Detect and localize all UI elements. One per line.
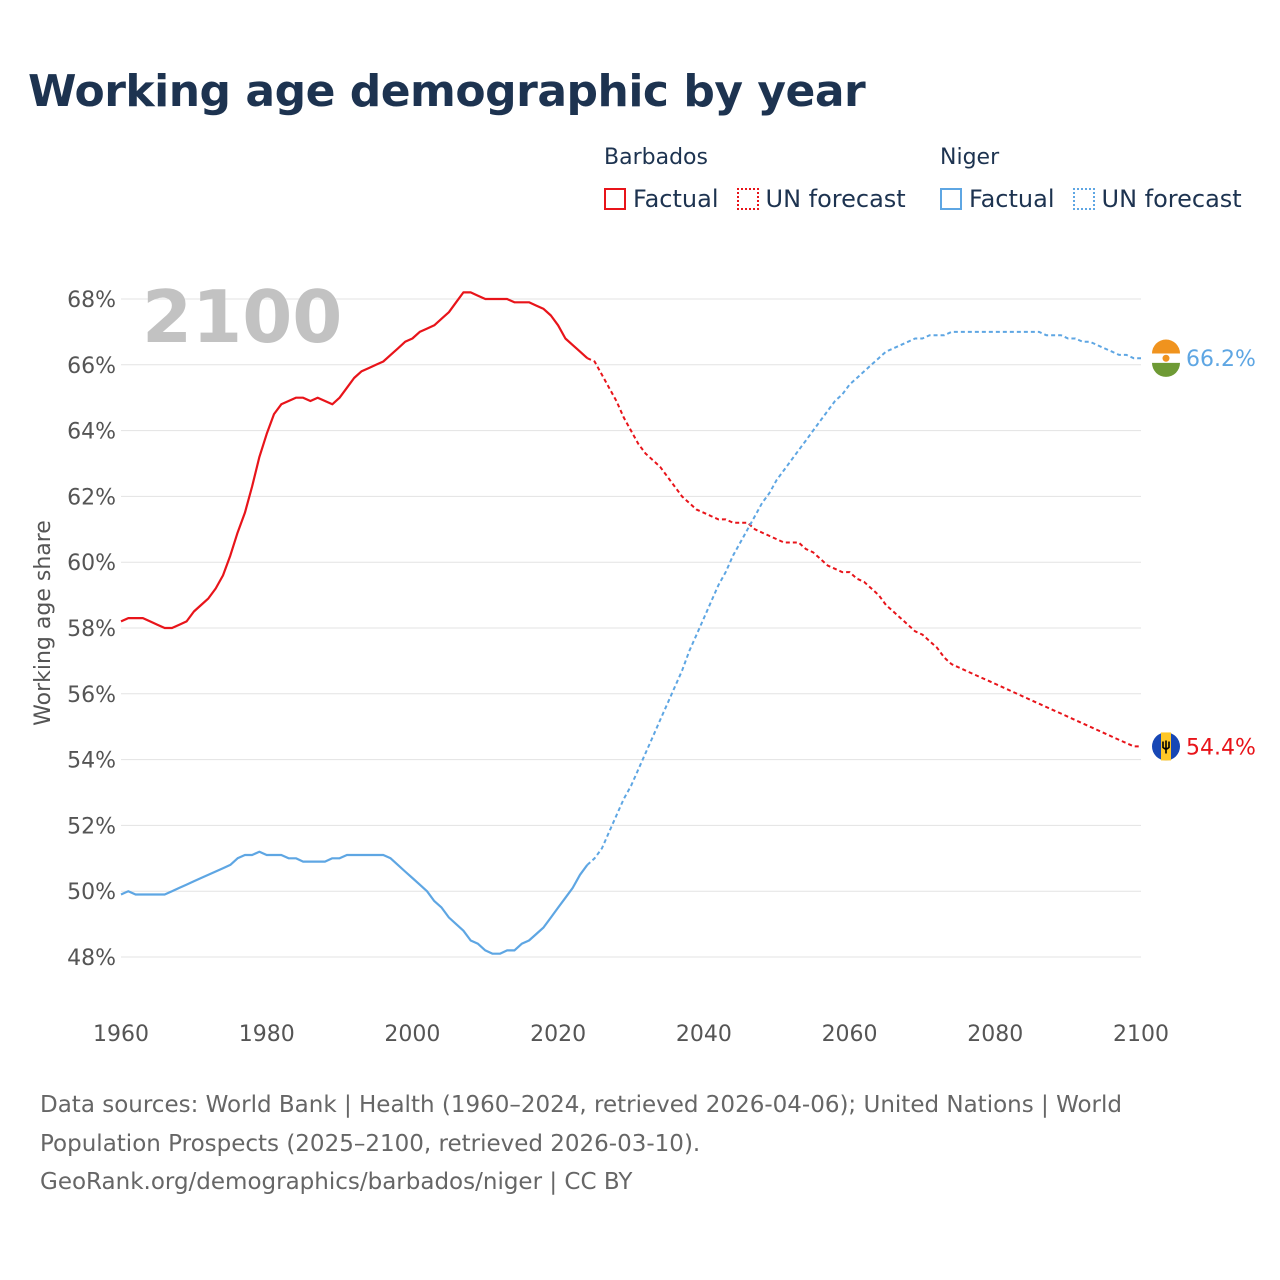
niger-factual-line xyxy=(120,850,589,955)
niger-end-label: 66.2% xyxy=(1186,347,1256,372)
end-markers: 54.4% 66.2% xyxy=(1152,339,1256,761)
y-tick-label: 52% xyxy=(67,814,116,839)
footer: Data sources: World Bank | Health (1960–… xyxy=(40,1086,1240,1202)
y-tick-label: 54% xyxy=(67,749,116,774)
barbados-factual-line xyxy=(120,291,589,630)
x-tick-label: 2040 xyxy=(676,1022,732,1047)
year-stamp: 2100 xyxy=(142,275,342,359)
legend-label: Factual xyxy=(969,185,1055,213)
x-tick-label: 2060 xyxy=(822,1022,878,1047)
legend-niger-factual[interactable]: Factual xyxy=(940,185,1055,213)
x-tick-label: 2000 xyxy=(384,1022,440,1047)
x-tick-label: 2100 xyxy=(1113,1022,1169,1047)
y-tick-label: 62% xyxy=(67,485,116,510)
x-tick-label: 1960 xyxy=(93,1022,149,1047)
y-tick-label: 58% xyxy=(67,617,116,642)
source-link[interactable]: GeoRank.org/demographics/barbados/niger … xyxy=(40,1169,633,1195)
grid-lines xyxy=(121,298,1141,958)
axes: 48% 50% 52% 54% 56% 58% 60% 62% 64% 66% 68% 1960 198… xyxy=(67,288,1169,1047)
legend-niger-forecast[interactable]: UN forecast xyxy=(1072,185,1242,213)
y-tick-label: 48% xyxy=(67,946,116,971)
barbados-end-label: 54.4% xyxy=(1186,735,1256,760)
niger-forecast-line xyxy=(586,330,1141,866)
legend-swatch-dotted xyxy=(736,188,759,210)
legend-group-name: Niger xyxy=(940,145,1000,170)
flag-orange-band xyxy=(1152,339,1180,354)
data-sources: Data sources: World Bank | Health (1960–… xyxy=(40,1092,1122,1157)
legend-swatch-solid xyxy=(940,188,962,210)
barbados-forecast-line xyxy=(586,357,1141,748)
legend-swatch-dotted xyxy=(1072,188,1095,210)
x-tick-label: 1980 xyxy=(239,1022,295,1047)
legend-group-name: Barbados xyxy=(604,145,708,170)
y-tick-label: 64% xyxy=(67,420,116,445)
flag-sun xyxy=(1162,354,1170,362)
legend-barbados-factual[interactable]: Factual xyxy=(604,185,719,213)
y-tick-label: 50% xyxy=(67,880,116,905)
legend-label: UN forecast xyxy=(765,185,906,213)
y-tick-label: 56% xyxy=(67,683,116,708)
flag-trident xyxy=(1162,740,1170,754)
y-axis-label: Working age share xyxy=(31,520,56,726)
niger-flag-icon xyxy=(1152,339,1180,377)
x-tick-label: 2020 xyxy=(530,1022,586,1047)
x-tick-label: 2080 xyxy=(967,1022,1023,1047)
chart-title: Working age demographic by year xyxy=(28,66,866,117)
legend-niger: Niger Factual UN forecast xyxy=(940,145,1260,213)
y-tick-label: 60% xyxy=(67,551,116,576)
legend-barbados-forecast[interactable]: UN forecast xyxy=(736,185,906,213)
legend-barbados: Barbados Factual UN forecast xyxy=(604,145,924,213)
y-tick-label: 68% xyxy=(67,288,116,313)
legend-label: Factual xyxy=(633,185,719,213)
legend-swatch-solid xyxy=(604,188,626,210)
barbados-flag-icon xyxy=(1152,732,1180,761)
flag-green-band xyxy=(1152,362,1180,377)
y-tick-label: 66% xyxy=(67,354,116,379)
series xyxy=(120,291,1141,955)
legend-label: UN forecast xyxy=(1101,185,1242,213)
